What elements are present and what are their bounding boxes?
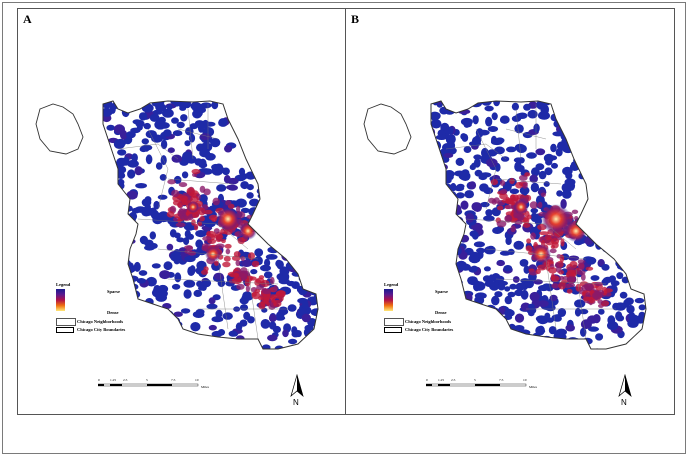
scale-tick: 10 — [523, 378, 527, 382]
panel-letter: A — [23, 12, 32, 26]
north-label: N — [621, 398, 627, 407]
figure-frame — [2, 2, 686, 454]
legend-city-swatch — [56, 327, 74, 333]
density-map — [35, 100, 319, 350]
scale-tick: 0 — [426, 378, 428, 382]
scale-tick: 1.25 — [110, 378, 117, 382]
legend-sparse-label: Sparse — [107, 289, 121, 294]
legend-neighborhood-label: Chicago Neighborhoods — [405, 319, 452, 324]
north-arrow-icon — [618, 374, 632, 397]
scale-bar — [98, 383, 199, 387]
scale-tick: 2.5 — [451, 378, 456, 382]
scale-tick: 10 — [195, 378, 199, 382]
legend-title: Legend — [384, 282, 399, 287]
legend-city-label: Chicago City Boundaries — [405, 327, 454, 332]
map-legend: Legend Sparse Dense Chicago Neighborhood… — [382, 282, 522, 352]
scale-tick: 2.5 — [123, 378, 128, 382]
north-arrow-icon — [290, 374, 304, 397]
scale-tick: 0 — [98, 378, 100, 382]
map-legend: Legend Sparse Dense Chicago Neighborhood… — [54, 282, 194, 352]
map-panel-a: A Legend Sparse Dense Chicago Neighborho… — [17, 8, 347, 415]
legend-city-swatch — [384, 327, 402, 333]
legend-dense-label: Dense — [107, 310, 119, 315]
panel-letter: B — [351, 12, 360, 26]
legend-city-label: Chicago City Boundaries — [77, 327, 126, 332]
scale-tick: 5 — [474, 378, 476, 382]
legend-neighborhood-swatch — [56, 318, 76, 326]
legend-color-ramp — [384, 289, 393, 311]
legend-title: Legend — [56, 282, 71, 287]
scale-tick: 7.5 — [499, 378, 504, 382]
legend-dense-label: Dense — [435, 310, 447, 315]
scale-unit: Miles — [529, 385, 537, 389]
map-panel-b: B Legend Sparse Dense Chicago Neighborho… — [345, 8, 675, 415]
legend-sparse-label: Sparse — [435, 289, 449, 294]
scale-bar — [426, 383, 527, 387]
north-label: N — [293, 398, 299, 407]
legend-neighborhood-label: Chicago Neighborhoods — [77, 319, 124, 324]
density-map — [363, 100, 647, 350]
scale-tick: 1.25 — [438, 378, 445, 382]
scale-unit: Miles — [201, 385, 209, 389]
scale-tick: 5 — [146, 378, 148, 382]
legend-color-ramp — [56, 289, 65, 311]
scale-tick: 7.5 — [171, 378, 176, 382]
legend-neighborhood-swatch — [384, 318, 404, 326]
